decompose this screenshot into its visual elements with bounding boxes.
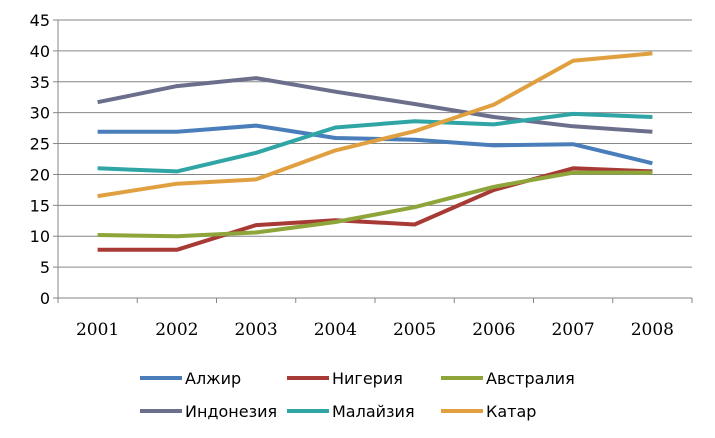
x-tick-label: 2003	[234, 320, 277, 340]
x-tick-label: 2006	[472, 320, 515, 340]
x-tick-label: 2005	[393, 320, 436, 340]
legend-label: Алжир	[185, 369, 241, 388]
series-lines	[97, 51, 653, 252]
y-tick-label: 35	[30, 73, 50, 92]
series-line-0	[97, 123, 653, 166]
x-tick-label: 2002	[155, 320, 198, 340]
y-tick-label: 30	[30, 104, 50, 123]
y-tick-label: 10	[30, 227, 50, 246]
series-line-4	[97, 111, 653, 174]
axes	[53, 19, 693, 303]
legend-label: Австралия	[486, 369, 575, 388]
x-tick-label: 2007	[551, 320, 594, 340]
series-line-2	[97, 170, 653, 239]
series-line-3	[97, 76, 653, 134]
y-tick-label: 45	[30, 11, 50, 30]
series-line-5	[97, 51, 653, 199]
y-tick-label: 5	[40, 258, 50, 277]
series-line-1	[97, 166, 653, 252]
legend-label: Малайзия	[332, 402, 415, 421]
y-tick-label: 20	[30, 165, 50, 184]
y-tick-label: 25	[30, 135, 50, 154]
legend-label: Индонезия	[185, 402, 277, 421]
x-tick-label: 2001	[76, 320, 119, 340]
legend-label: Катар	[486, 402, 536, 421]
x-tick-label: 2008	[631, 320, 674, 340]
legend: Алжир Нигерия Австралия Индонезия Малайзия Ка…	[140, 369, 575, 421]
y-tick-label: 40	[30, 42, 50, 61]
y-tick-labels: 0 5 10 15 20 25 30 35 40 45	[30, 11, 50, 308]
x-tick-labels: 2001 2002 2003 2004 2005 2006 2007 2008	[76, 320, 674, 340]
x-tick-label: 2004	[314, 320, 357, 340]
y-tick-label: 0	[40, 289, 50, 308]
y-tick-label: 15	[30, 196, 50, 215]
legend-label: Нигерия	[332, 369, 403, 388]
